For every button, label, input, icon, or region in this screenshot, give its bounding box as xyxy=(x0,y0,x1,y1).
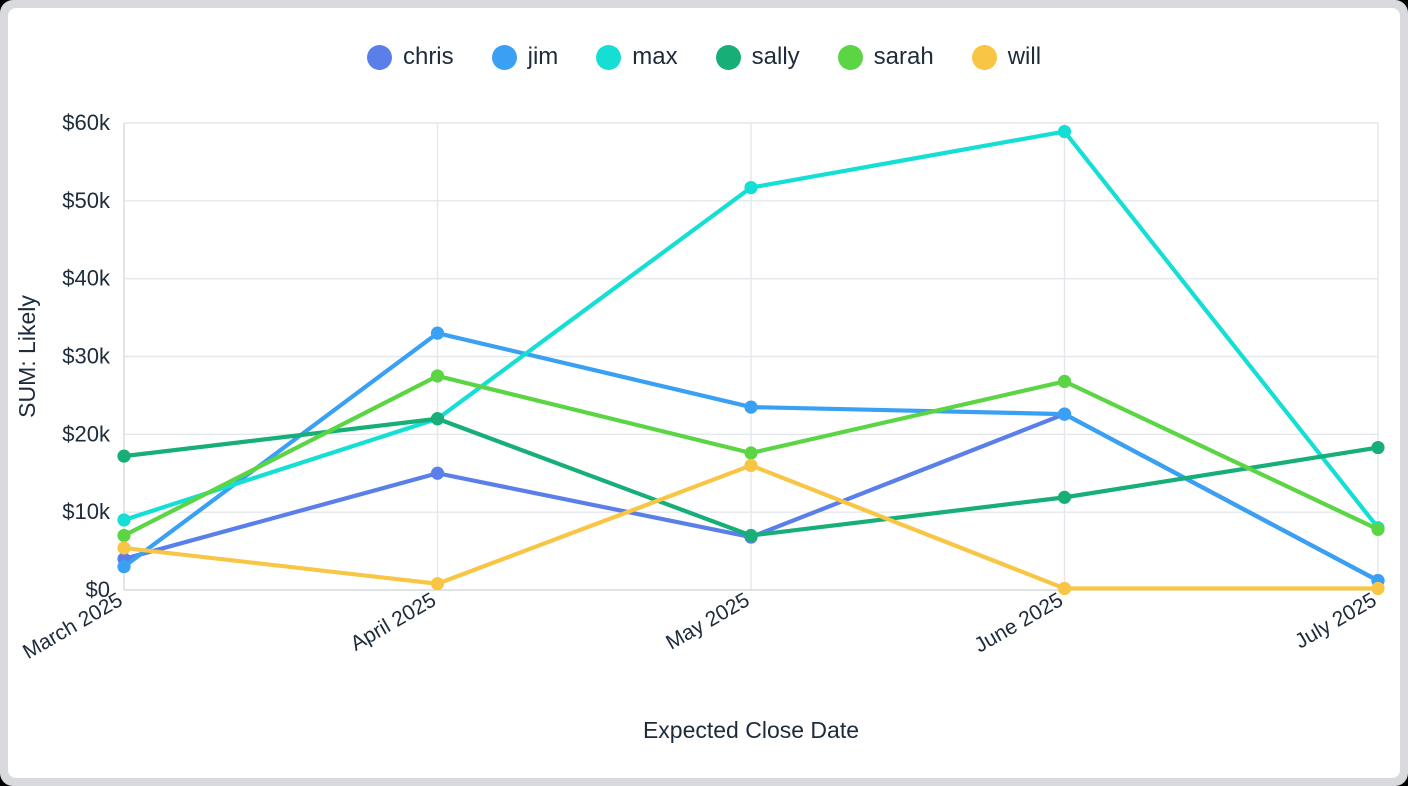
svg-text:March 2025: March 2025 xyxy=(19,588,127,663)
svg-text:SUM: Likely: SUM: Likely xyxy=(14,295,40,418)
svg-text:$30k: $30k xyxy=(62,344,111,369)
svg-text:May 2025: May 2025 xyxy=(662,588,753,654)
svg-text:Expected Close Date: Expected Close Date xyxy=(643,717,859,743)
svg-text:$10k: $10k xyxy=(62,499,111,524)
svg-text:July 2025: July 2025 xyxy=(1291,588,1380,653)
svg-text:$20k: $20k xyxy=(62,421,111,446)
svg-text:$40k: $40k xyxy=(62,266,111,291)
svg-text:$60k: $60k xyxy=(62,110,111,135)
svg-text:April 2025: April 2025 xyxy=(347,588,440,655)
svg-text:$50k: $50k xyxy=(62,188,111,213)
svg-text:June 2025: June 2025 xyxy=(971,588,1067,657)
